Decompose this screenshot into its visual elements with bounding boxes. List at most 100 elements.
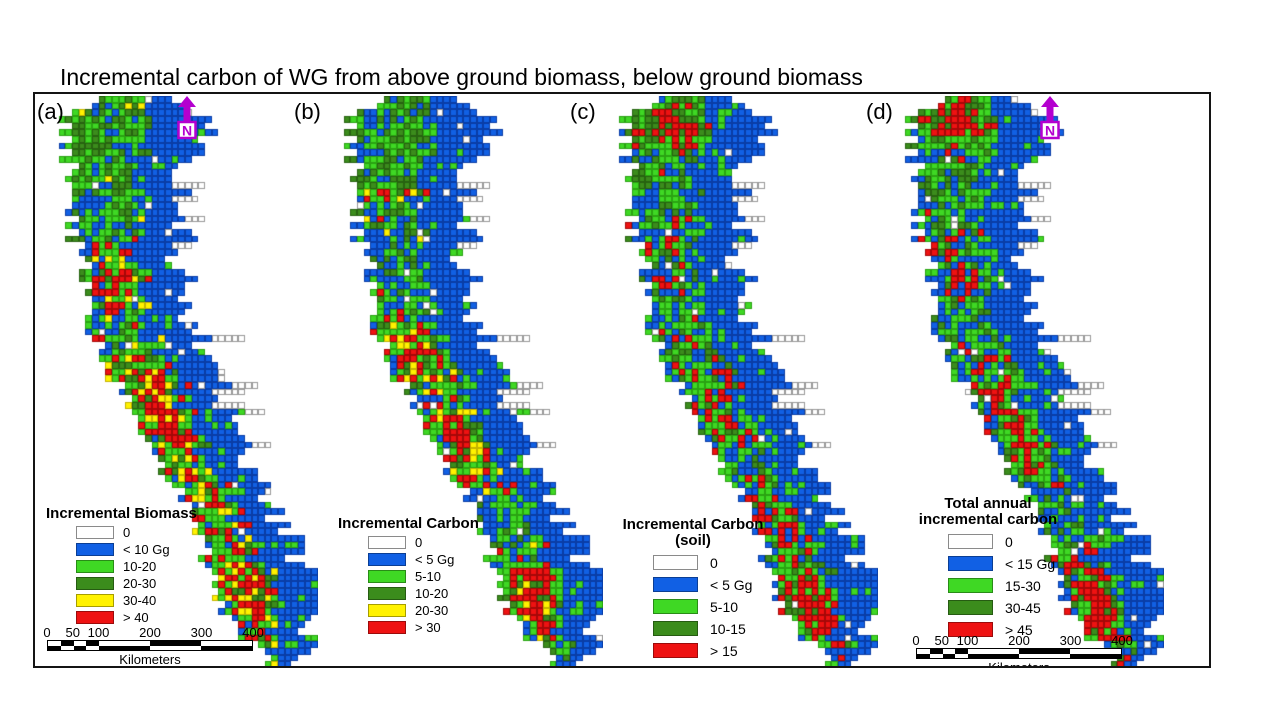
scalebar-segment [955,649,968,654]
scalebar-segment [917,649,930,654]
legend-title: Total annual [944,495,1032,512]
legend-swatch [653,555,698,570]
legend-swatch [368,587,406,600]
scalebar-row [48,645,252,650]
legend-label: 0 [710,554,718,571]
scalebar-segment [48,645,61,650]
scalebar: 0 50 100 200 300 400 Kilometers [912,633,1132,666]
legend-rows: 0 < 15 Gg 15-30 30-45 > 45 [948,533,1073,638]
scalebar-tick-label: 400 [242,625,264,640]
scalebar-segment [86,641,99,646]
legend-title: Incremental Carbon [622,516,764,533]
legend-row: < 15 Gg [948,555,1073,572]
legend-label: < 15 Gg [1005,555,1056,572]
legend-label: 15-30 [1005,577,1041,594]
scalebar-row [917,649,1121,654]
legend-swatch [948,578,993,593]
legend-title: Incremental Carbon [338,515,479,532]
legend-row: 0 [76,525,197,540]
legend-label: 10-20 [415,586,449,601]
scalebar-bar [47,640,253,651]
scalebar-tick-label: 400 [1111,633,1133,648]
scalebar-tick-label: 50 [65,625,80,640]
scalebar-segment [917,653,930,658]
legend-label: > 45 [1005,621,1033,638]
legend-label: 5-10 [415,569,442,584]
scalebar-segment [150,645,201,650]
legend-row: 15-30 [948,577,1073,594]
legend-row: 20-30 [368,603,479,618]
legend-row: > 15 [653,642,778,659]
figure-frame: (a) (b) (c) (d) N N Incremental Biomass 0… [33,92,1211,668]
panel-b-label: (b) [294,99,321,124]
legend-swatch [948,622,993,637]
scalebar-bar [916,648,1122,659]
scalebar-segment [929,649,943,654]
scalebar-segment [201,641,252,646]
scalebar-segment [99,641,150,646]
scalebar-tick-label: 200 [1008,633,1030,648]
legend-title: incremental carbon [918,511,1058,528]
scalebar-segment [942,649,956,654]
panel-a-label: (a) [37,99,64,124]
scalebar-tick-label: 50 [934,633,949,648]
legend-title: Incremental Biomass [46,505,197,522]
legend-swatch [653,599,698,614]
map-canvas-c [612,96,878,666]
scalebar-tick-label: 0 [43,625,51,640]
scalebar-segment [73,641,87,646]
legend-row: > 30 [368,620,479,635]
legend-row: 10-15 [653,620,778,637]
legend-label: 10-15 [710,620,746,637]
scalebar-tick-label: 100 [87,625,110,640]
legend-row: < 5 Gg [368,552,479,567]
scalebar-tick-label: 100 [956,633,979,648]
scalebar-tick-label: 200 [139,625,161,640]
legend-row: 10-20 [368,586,479,601]
scalebar-segment [968,649,1019,654]
scalebar-segment [73,645,87,650]
map-canvas-d [898,96,1164,666]
north-arrow-icon: N [1040,96,1060,140]
legend-label: < 5 Gg [415,552,455,567]
scalebar-segment [1070,649,1121,654]
legend-label: > 15 [710,642,738,659]
scalebar-ticks: 0 50 100 200 300 400 [43,625,263,640]
legend-swatch [653,643,698,658]
scalebar-segment [99,645,150,650]
legend-row: 10-20 [76,559,197,574]
legend-label: 30-45 [1005,599,1041,616]
legend-label: 0 [123,525,131,540]
legend-swatch [76,611,114,624]
figure-title: Incremental carbon of WG from above grou… [60,64,863,90]
scalebar-segment [60,645,74,650]
panel-c-label: (c) [570,99,596,124]
legend-swatch [368,570,406,583]
scalebar: 0 50 100 200 300 400 Kilometers [43,625,263,667]
legend-row: 5-10 [368,569,479,584]
legend-rows: 0 < 5 Gg 5-10 10-15 > 15 [653,554,778,659]
scalebar-segment [150,641,201,646]
legend-swatch [368,621,406,634]
legend-row: 0 [368,535,479,550]
legend-label: 20-30 [415,603,449,618]
scalebar-unit-label: Kilometers [119,652,181,667]
scalebar-tick-label: 300 [190,625,213,640]
legend-row: 5-10 [653,599,778,615]
legend-label: > 30 [415,620,441,635]
north-arrow-letter: N [182,123,192,139]
legend-label: 0 [1005,533,1013,550]
legend-row: 0 [948,533,1073,550]
scalebar-segment [60,641,74,646]
legend-swatch [76,560,114,573]
legend-rows: 0 < 5 Gg 5-10 10-20 20-30 > 30 [368,535,479,635]
legend-swatch [76,543,114,556]
legend-swatch [368,553,406,566]
legend-rows: 0 < 10 Gg 10-20 20-30 30-40 > 40 [76,525,197,625]
legend-total-annual-incremental-carbon: Total annual incremental carbon 0 < 15 Gg 15… [903,496,1073,644]
scalebar-row [917,653,1121,658]
legend-row: > 40 [76,610,197,625]
legend-label: 10-20 [123,559,157,574]
legend-row: < 5 Gg [653,577,778,593]
scalebar-tick-label: 300 [1059,633,1082,648]
